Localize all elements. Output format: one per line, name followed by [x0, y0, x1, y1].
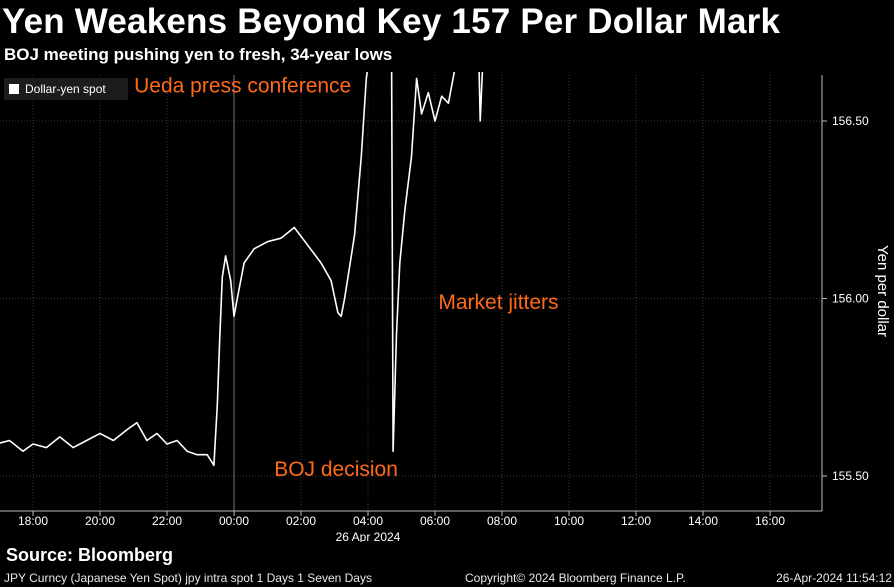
annotation-label: Market jitters — [438, 291, 558, 314]
source-label: Source: Bloomberg — [6, 545, 174, 565]
timestamp: 26-Apr-2024 11:54:12 — [776, 571, 892, 585]
x-tick-label: 20:00 — [85, 514, 115, 528]
x-tick-label: 14:00 — [688, 514, 718, 528]
y-tick-label: 155.50 — [832, 469, 869, 483]
chart-subtitle: BOJ meeting pushing yen to fresh, 34-yea… — [4, 45, 393, 64]
series-line-dollar-yen — [0, 72, 484, 467]
legend-box — [4, 78, 128, 100]
x-date-label: 26 Apr 2024 — [336, 530, 401, 542]
x-tick-label: 22:00 — [152, 514, 182, 528]
ticker-description: JPY Curncy (Japanese Yen Spot) jpy intra… — [4, 571, 372, 585]
x-tick-label: 02:00 — [286, 514, 316, 528]
legend-label: Dollar-yen spot — [25, 82, 106, 96]
annotation-label: Ueda press conference — [134, 75, 351, 98]
line-chart: 155.50156.00156.50157.00157.5018:0020:00… — [0, 72, 891, 542]
chart-title: Yen Weakens Beyond Key 157 Per Dollar Ma… — [2, 2, 781, 41]
x-tick-label: 12:00 — [621, 514, 651, 528]
x-tick-label: 06:00 — [420, 514, 450, 528]
x-tick-label: 08:00 — [487, 514, 517, 528]
x-tick-label: 16:00 — [755, 514, 785, 528]
legend-swatch — [9, 84, 19, 94]
x-tick-label: 00:00 — [219, 514, 249, 528]
x-tick-label: 04:00 — [353, 514, 383, 528]
y-tick-label: 156.50 — [832, 114, 869, 128]
y-tick-label: 156.00 — [832, 292, 869, 306]
x-tick-label: 18:00 — [18, 514, 48, 528]
copyright-notice: Copyright© 2024 Bloomberg Finance L.P. — [465, 571, 686, 585]
annotation-label: BOJ decision — [274, 458, 398, 481]
x-tick-label: 10:00 — [554, 514, 584, 528]
y-axis-title: Yen per dollar — [874, 245, 891, 337]
